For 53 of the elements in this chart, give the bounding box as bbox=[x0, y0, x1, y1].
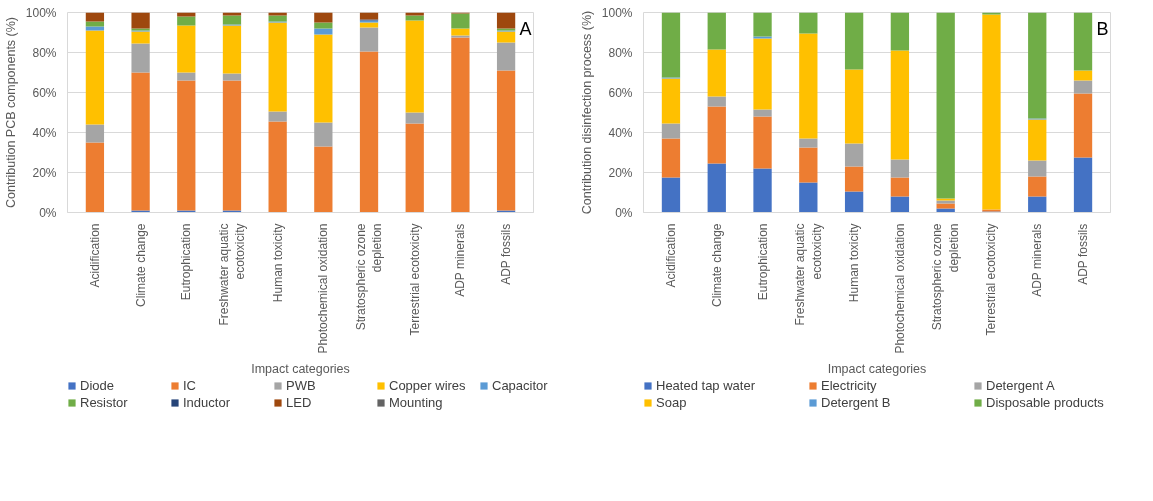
x-tick-label: Human toxicity bbox=[847, 223, 862, 303]
legend-label: Heated tap water bbox=[656, 378, 756, 393]
legend-label: Electricity bbox=[821, 378, 878, 393]
y-tick-label: 20% bbox=[608, 165, 633, 180]
y-tick-label: 60% bbox=[32, 85, 57, 100]
y-axis-title: Contribution PCB components (%) bbox=[3, 16, 18, 209]
legend-label: IC bbox=[183, 378, 197, 393]
legend-label: Resistor bbox=[80, 395, 129, 410]
legend-label: Detergent A bbox=[986, 378, 1056, 393]
y-tick-label: 0% bbox=[39, 205, 57, 220]
annotation: B bbox=[1096, 18, 1109, 39]
x-tick-label: Acidification bbox=[87, 223, 102, 288]
y-tick-label: 40% bbox=[608, 125, 633, 140]
x-tick-label: Freshwater aquatic ecotoxicity bbox=[216, 223, 248, 326]
x-tick-label: Photochemical oxidation bbox=[892, 223, 907, 354]
x-tick-label: ADP minerals bbox=[453, 223, 468, 297]
x-tick-label: ADP minerals bbox=[1030, 223, 1045, 297]
x-tick-label: ADP fossils bbox=[1076, 223, 1091, 285]
x-tick-label: Terrestrial ecotoxicity bbox=[984, 223, 999, 336]
x-tick-label: Climate change bbox=[133, 223, 148, 307]
legend-label: Capacitor bbox=[492, 378, 549, 393]
legend-label: Diode bbox=[80, 378, 115, 393]
legend-label: PWB bbox=[286, 378, 317, 393]
legend-label: Soap bbox=[656, 395, 688, 410]
x-tick-label: Acidification bbox=[663, 223, 678, 288]
y-tick-label: 100% bbox=[601, 5, 633, 20]
x-tick-label: Terrestrial ecotoxicity bbox=[407, 223, 422, 336]
y-tick-label: 60% bbox=[608, 85, 633, 100]
y-tick-label: 20% bbox=[32, 165, 57, 180]
x-tick-label: Stratospheric ozone depletion bbox=[353, 223, 385, 331]
x-tick-label: Human toxicity bbox=[270, 223, 285, 303]
annotation: A bbox=[519, 18, 532, 39]
x-tick-label: Climate change bbox=[709, 223, 724, 307]
x-tick-label: Photochemical oxidation bbox=[316, 223, 331, 354]
y-tick-label: 100% bbox=[25, 5, 57, 20]
x-axis-title: Impact categories bbox=[827, 361, 927, 376]
x-axis-title: Impact categories bbox=[251, 361, 350, 376]
legend-label: Detergent B bbox=[821, 395, 892, 410]
x-tick-label: Eutrophication bbox=[755, 223, 770, 301]
legend-label: LED bbox=[286, 395, 313, 410]
x-tick-label: ADP fossils bbox=[499, 223, 514, 285]
x-tick-label: Stratospheric ozone depletion bbox=[930, 223, 962, 331]
y-tick-label: 80% bbox=[32, 45, 57, 60]
y-axis-title: Contribution disinfection process (%) bbox=[579, 10, 594, 215]
legend-label: Mounting bbox=[389, 395, 444, 410]
legend-label: Disposable products bbox=[986, 395, 1105, 410]
x-tick-label: Eutrophication bbox=[179, 223, 194, 301]
y-tick-label: 80% bbox=[608, 45, 633, 60]
x-tick-label: Freshwater aquatic ecotoxicity bbox=[792, 223, 824, 326]
y-tick-label: 40% bbox=[32, 125, 57, 140]
legend-label: Inductor bbox=[183, 395, 231, 410]
y-tick-label: 0% bbox=[615, 205, 633, 220]
legend-label: Copper wires bbox=[389, 378, 467, 393]
